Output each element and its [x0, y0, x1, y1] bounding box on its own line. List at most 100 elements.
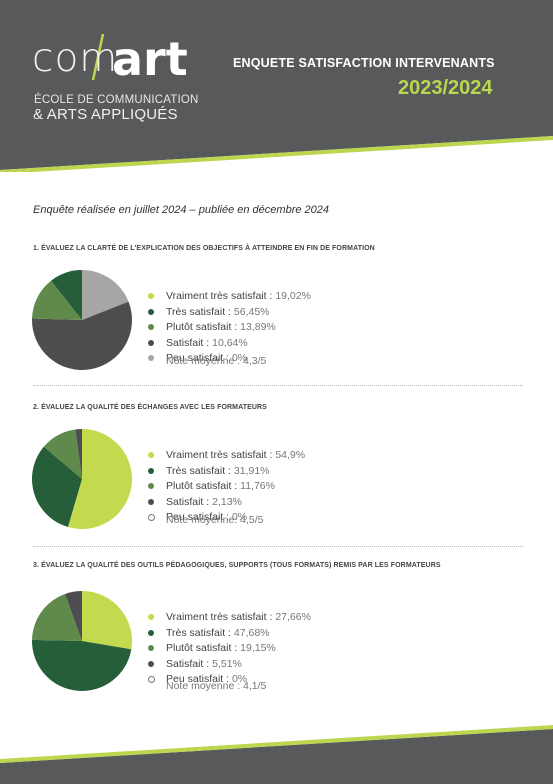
- legend-dot: [148, 498, 154, 505]
- legend-label: Vraiment très satisfait: [166, 611, 267, 623]
- page-header: com art ÉCOLE DE COMMUNICATION & ARTS AP…: [0, 0, 553, 172]
- logo-subtitle-line2: & ARTS APPLIQUÉS: [33, 106, 178, 123]
- legend-dot: [148, 614, 154, 620]
- legend-item: Vraiment très satisfait : 27,66%: [148, 611, 311, 627]
- pie-slice-vraiment-très-satisfait: [82, 591, 132, 650]
- pie-slice-plutôt-satisfait: [32, 280, 82, 320]
- pie-slice-vraiment-très-satisfait: [67, 429, 133, 529]
- legend-dot: [148, 629, 154, 636]
- legend-label: Très satisfait: [166, 464, 226, 477]
- legend: Vraiment très satisfait : 54,9% Très sat…: [148, 449, 305, 527]
- legend-value: 54,9%: [275, 449, 306, 461]
- legend-item: Plutôt satisfait : 11,76%: [148, 480, 305, 496]
- legend-dot: [148, 514, 155, 521]
- legend-dot: [148, 355, 154, 361]
- pie-slice-vraiment-très-satisfait: [82, 270, 129, 320]
- legend-item: Très satisfait : 56,45%: [148, 306, 311, 322]
- question-section-3: 3. ÉVALUEZ LA QUALITÉ DES OUTILS PÉDAGOG…: [0, 562, 553, 712]
- section-divider: [33, 385, 523, 386]
- pie-chart-1: [31, 270, 132, 370]
- legend-dot: [148, 293, 154, 299]
- legend-dot: [148, 645, 154, 651]
- pie-slice-plutôt-satisfait: [32, 593, 82, 641]
- legend-label: Plutôt satisfait: [166, 321, 232, 333]
- legend-item: Peu satisfait : 0%: [148, 511, 305, 527]
- pie-slice-très-satisfait: [31, 446, 83, 527]
- page-footer: [0, 724, 553, 784]
- legend-dot: [148, 660, 154, 667]
- legend-label: Satisfait: [166, 336, 204, 349]
- legend-value: 56,45%: [233, 305, 270, 318]
- legend-label: Très satisfait: [166, 305, 226, 318]
- section-divider: [33, 546, 523, 547]
- legend-label: Vraiment très satisfait: [166, 290, 267, 302]
- legend-label: Peu satisfait: [166, 352, 224, 364]
- legend-dot: [148, 308, 154, 315]
- legend-label: Très satisfait: [166, 626, 226, 639]
- legend-item: Plutôt satisfait : 13,89%: [148, 321, 311, 337]
- legend-label: Satisfait: [166, 495, 204, 508]
- footer-background: [0, 725, 553, 784]
- legend-dot: [148, 324, 154, 330]
- pie-slice-satisfait: [51, 270, 82, 320]
- logo-com: com: [32, 36, 119, 81]
- legend-value: 13,89%: [240, 321, 276, 333]
- intro-text: Enquête réalisée en juillet 2024 – publi…: [33, 204, 329, 216]
- pie-chart-3: [32, 591, 132, 691]
- header-background: [0, 0, 553, 172]
- legend-label: Vraiment très satisfait: [166, 449, 267, 461]
- legend-value: 19,02%: [275, 290, 311, 302]
- legend-item: Plutôt satisfait : 19,15%: [148, 642, 311, 658]
- legend-value: 47,68%: [233, 626, 270, 639]
- pie-chart-2: [31, 429, 133, 529]
- legend-value: 27,66%: [275, 611, 311, 623]
- legend: Vraiment très satisfait : 27,66% Très sa…: [148, 611, 311, 689]
- pie-slice-très-satisfait: [31, 301, 132, 370]
- pie-slice-satisfait: [75, 429, 82, 479]
- pie-slice-plutôt-satisfait: [43, 429, 82, 479]
- question-section-1: 1. ÉVALUEZ LA CLARTÉ DE L'EXPLICATION DE…: [0, 245, 553, 395]
- legend-value: 0%: [231, 673, 248, 685]
- legend-item: Satisfait : 5,51%: [148, 658, 311, 674]
- legend-item: Peu satisfait : 0%: [148, 352, 311, 368]
- legend-item: Peu satisfait : 0%: [148, 673, 311, 689]
- logo-art: art: [112, 32, 188, 86]
- legend-label: Peu satisfait: [166, 673, 224, 685]
- legend-dot: [148, 452, 154, 458]
- logo-slash: [91, 33, 105, 81]
- legend-item: Vraiment très satisfait : 54,9%: [148, 449, 305, 465]
- legend-label: Plutôt satisfait: [166, 642, 232, 654]
- legend-dot: [148, 339, 154, 346]
- legend-item: Satisfait : 10,64%: [148, 337, 311, 353]
- legend-dot: [148, 467, 154, 474]
- legend-item: Vraiment très satisfait : 19,02%: [148, 290, 311, 306]
- legend-label: Satisfait: [166, 657, 204, 670]
- average-score: Note moyenne : 4,1/5: [166, 680, 267, 692]
- question-section-2: 2. ÉVALUEZ LA QUALITÉ DES ÉCHANGES AVEC …: [0, 404, 553, 554]
- average-score: Note moyenne: 4,5/5: [166, 514, 264, 526]
- legend-item: Satisfait : 2,13%: [148, 496, 305, 512]
- pie-slice-satisfait: [65, 591, 82, 641]
- legend-dot: [148, 676, 155, 683]
- legend: Vraiment très satisfait : 19,02% Très sa…: [148, 290, 311, 368]
- question-title: 3. ÉVALUEZ LA QUALITÉ DES OUTILS PÉDAGOG…: [33, 562, 441, 569]
- pie-slice-très-satisfait: [32, 639, 132, 691]
- legend-value: 19,15%: [240, 642, 276, 654]
- legend-item: Très satisfait : 31,91%: [148, 465, 305, 481]
- legend-value: 0%: [231, 511, 248, 523]
- legend-value: 10,64%: [212, 336, 248, 349]
- legend-item: Très satisfait : 47,68%: [148, 627, 311, 643]
- logo-subtitle-line1: ÉCOLE DE COMMUNICATION: [34, 94, 199, 106]
- legend-value: 31,91%: [233, 464, 270, 477]
- legend-value: 11,76%: [240, 480, 275, 492]
- legend-label: Peu satisfait: [166, 511, 224, 523]
- average-score: Note moyenne : 4,3/5: [166, 355, 267, 367]
- question-title: 1. ÉVALUEZ LA CLARTÉ DE L'EXPLICATION DE…: [33, 245, 375, 252]
- survey-title: ENQUETE SATISFACTION INTERVENANTS: [233, 56, 495, 70]
- survey-year: 2023/2024: [398, 77, 493, 99]
- legend-value: 0%: [231, 352, 248, 364]
- question-title: 2. ÉVALUEZ LA QUALITÉ DES ÉCHANGES AVEC …: [33, 404, 267, 411]
- legend-label: Plutôt satisfait: [166, 480, 232, 492]
- legend-value: 2,13%: [212, 495, 242, 508]
- legend-dot: [148, 483, 154, 489]
